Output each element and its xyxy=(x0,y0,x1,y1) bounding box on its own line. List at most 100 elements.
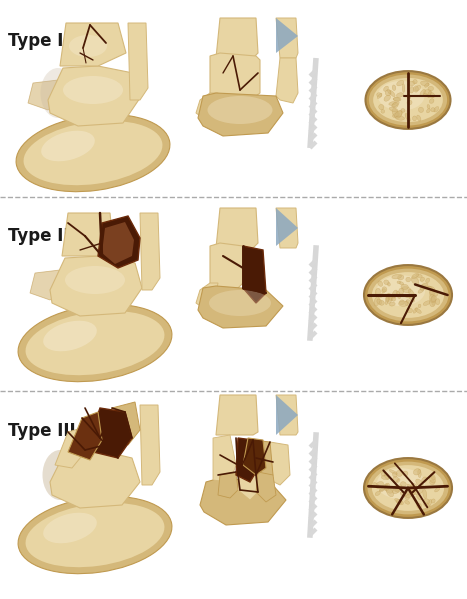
Ellipse shape xyxy=(410,483,417,488)
Polygon shape xyxy=(55,428,85,468)
Ellipse shape xyxy=(393,98,400,101)
Ellipse shape xyxy=(418,288,424,293)
Ellipse shape xyxy=(410,87,414,93)
Ellipse shape xyxy=(384,95,390,101)
Polygon shape xyxy=(253,440,273,485)
Ellipse shape xyxy=(408,81,415,86)
Ellipse shape xyxy=(431,108,435,112)
Polygon shape xyxy=(128,23,148,100)
Text: Type III: Type III xyxy=(8,422,76,440)
Ellipse shape xyxy=(427,104,430,109)
Ellipse shape xyxy=(379,301,384,305)
Ellipse shape xyxy=(384,473,389,479)
Ellipse shape xyxy=(410,490,416,495)
Ellipse shape xyxy=(377,93,382,98)
Polygon shape xyxy=(236,438,256,482)
Ellipse shape xyxy=(385,295,389,305)
Ellipse shape xyxy=(364,458,452,518)
Ellipse shape xyxy=(364,265,452,325)
Ellipse shape xyxy=(420,285,428,288)
Ellipse shape xyxy=(414,86,418,92)
Ellipse shape xyxy=(427,91,431,97)
Ellipse shape xyxy=(366,71,451,129)
Ellipse shape xyxy=(430,93,435,98)
Polygon shape xyxy=(50,450,140,508)
Ellipse shape xyxy=(388,297,393,301)
Polygon shape xyxy=(100,402,140,445)
Ellipse shape xyxy=(425,83,429,87)
Polygon shape xyxy=(243,438,266,475)
Polygon shape xyxy=(216,208,258,248)
Ellipse shape xyxy=(396,479,400,483)
Ellipse shape xyxy=(399,300,404,305)
Ellipse shape xyxy=(432,300,434,305)
Ellipse shape xyxy=(402,286,411,293)
Polygon shape xyxy=(102,222,134,264)
Ellipse shape xyxy=(420,89,425,96)
Polygon shape xyxy=(196,93,218,120)
Ellipse shape xyxy=(421,81,429,86)
Polygon shape xyxy=(270,442,290,485)
Ellipse shape xyxy=(393,98,401,101)
Ellipse shape xyxy=(41,68,76,118)
Ellipse shape xyxy=(431,474,435,480)
Ellipse shape xyxy=(369,74,447,126)
Ellipse shape xyxy=(389,101,396,105)
Ellipse shape xyxy=(372,272,444,318)
Polygon shape xyxy=(140,405,160,485)
Polygon shape xyxy=(243,246,266,303)
Ellipse shape xyxy=(409,486,414,492)
Ellipse shape xyxy=(209,290,271,316)
Ellipse shape xyxy=(436,299,440,305)
Ellipse shape xyxy=(418,469,421,477)
Polygon shape xyxy=(200,478,286,525)
Ellipse shape xyxy=(383,86,389,91)
Polygon shape xyxy=(238,470,258,500)
Polygon shape xyxy=(98,216,140,268)
Ellipse shape xyxy=(407,308,412,313)
Ellipse shape xyxy=(374,297,380,306)
Ellipse shape xyxy=(396,116,404,120)
Polygon shape xyxy=(68,412,102,460)
Ellipse shape xyxy=(416,274,422,277)
Ellipse shape xyxy=(427,500,432,507)
Ellipse shape xyxy=(403,471,408,476)
Ellipse shape xyxy=(43,320,97,351)
Ellipse shape xyxy=(417,494,422,500)
Ellipse shape xyxy=(411,277,419,285)
Ellipse shape xyxy=(381,473,386,476)
Ellipse shape xyxy=(69,35,107,57)
Ellipse shape xyxy=(396,93,403,98)
Ellipse shape xyxy=(382,287,387,292)
Ellipse shape xyxy=(384,280,389,285)
Ellipse shape xyxy=(378,81,425,111)
Ellipse shape xyxy=(392,102,399,107)
Polygon shape xyxy=(276,18,298,58)
Ellipse shape xyxy=(381,110,385,113)
Ellipse shape xyxy=(368,268,448,322)
Ellipse shape xyxy=(386,293,390,302)
Ellipse shape xyxy=(397,80,404,86)
Ellipse shape xyxy=(389,302,395,306)
Polygon shape xyxy=(218,472,238,498)
Ellipse shape xyxy=(401,108,405,112)
Ellipse shape xyxy=(26,311,164,375)
Ellipse shape xyxy=(377,299,382,304)
Polygon shape xyxy=(30,270,65,300)
Ellipse shape xyxy=(413,80,417,84)
Ellipse shape xyxy=(426,108,430,113)
Polygon shape xyxy=(196,283,218,310)
Ellipse shape xyxy=(424,90,431,95)
Polygon shape xyxy=(276,395,298,435)
Ellipse shape xyxy=(373,78,443,122)
Ellipse shape xyxy=(368,462,448,515)
Polygon shape xyxy=(198,93,283,136)
Ellipse shape xyxy=(401,285,408,289)
Ellipse shape xyxy=(430,99,434,104)
Ellipse shape xyxy=(431,499,435,503)
Ellipse shape xyxy=(375,288,381,296)
Ellipse shape xyxy=(406,277,410,282)
Ellipse shape xyxy=(435,488,440,492)
Ellipse shape xyxy=(385,483,389,491)
Ellipse shape xyxy=(375,491,380,495)
